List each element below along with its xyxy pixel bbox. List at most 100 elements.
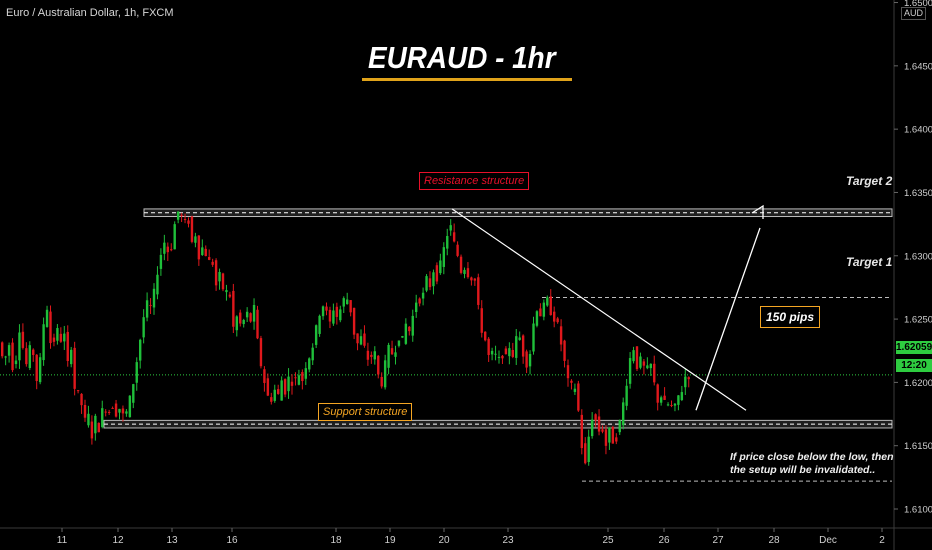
candle-body [163, 242, 166, 254]
candle-body [677, 395, 680, 405]
candle-body [504, 348, 508, 355]
candle-body [628, 358, 632, 384]
candle-body [387, 344, 390, 368]
candle-body [156, 274, 159, 295]
time-tick-label: Dec [819, 535, 837, 546]
candle-body [649, 363, 652, 369]
candle-body [456, 244, 459, 256]
current-price-badge: 1.62059 [896, 341, 932, 354]
time-tick-label: 25 [602, 535, 614, 546]
candle-body [266, 378, 270, 396]
candle-body [622, 402, 625, 426]
candle-body [42, 324, 45, 361]
candle-body [321, 306, 325, 317]
candle-body [145, 300, 149, 318]
candle-body [332, 310, 335, 324]
candle-body [256, 309, 259, 339]
candle-body [35, 354, 38, 381]
candle-body [232, 290, 235, 327]
candle-body [221, 273, 225, 290]
price-tick-label: 1.64500 [904, 61, 932, 72]
candle-body [642, 361, 646, 366]
candle-body [670, 405, 673, 407]
candle-body [408, 326, 411, 332]
candle-body [535, 311, 539, 326]
invalidation-note-line-1: If price close below the low, then [730, 451, 894, 463]
candle-body [435, 265, 439, 282]
price-tick-label: 1.62000 [904, 378, 932, 389]
candle-body [280, 380, 283, 401]
candle-body [597, 416, 601, 432]
candle-body [566, 365, 570, 379]
candle-body [604, 429, 608, 446]
candle-body [497, 356, 501, 358]
projection-arrow-shaft [695, 227, 761, 411]
time-tick-label: 11 [57, 535, 68, 546]
candle-body [625, 385, 628, 406]
candle-body [349, 300, 352, 313]
candle-body [653, 363, 656, 383]
price-tick-label: 1.64000 [904, 125, 932, 136]
candle-body [211, 261, 214, 265]
candle-body [94, 415, 97, 434]
candle-body [459, 256, 463, 273]
candle-body [587, 436, 590, 463]
candle-body [580, 414, 583, 449]
candle-body [80, 393, 83, 406]
candle-body [380, 376, 383, 387]
candle-body [287, 376, 290, 392]
candle-body [346, 299, 349, 305]
candle-body [118, 408, 121, 413]
candle-body [170, 249, 173, 251]
candle-body [377, 355, 380, 375]
currency-unit-badge: AUD [901, 7, 927, 20]
candle-body [239, 312, 242, 324]
candle-body [294, 377, 297, 379]
candle-body [259, 338, 263, 367]
candle-body [335, 306, 339, 317]
candle-body [4, 356, 7, 358]
candle-body [125, 411, 128, 414]
candle-body [245, 311, 249, 318]
candle-body [490, 350, 494, 355]
price-tick-label: 1.63500 [904, 188, 932, 199]
candle-body [508, 348, 511, 357]
candle-body [311, 347, 314, 361]
candle-body [687, 377, 690, 380]
candle-body [556, 318, 559, 323]
candle-body [121, 408, 125, 414]
candle-body [511, 350, 514, 357]
candle-body [301, 372, 304, 382]
candle-body [104, 411, 107, 413]
candle-body [559, 326, 563, 345]
target-2-label: Target 2 [846, 174, 893, 188]
candle-body [418, 298, 421, 304]
candle-body [73, 347, 76, 389]
candle-body [283, 379, 287, 395]
candle-body [180, 214, 183, 216]
projection-arrow-head [751, 204, 764, 219]
price-tick-label: 1.63000 [904, 251, 932, 262]
candle-body [577, 383, 580, 411]
candle-body [553, 311, 556, 322]
title-underline [362, 78, 572, 81]
time-tick-label: 27 [712, 535, 724, 546]
candle-body [446, 236, 449, 249]
candle-body [425, 276, 428, 291]
candle-body [101, 408, 104, 428]
candle-body [166, 246, 169, 253]
candle-body [411, 315, 414, 336]
candle-body [49, 311, 52, 344]
candle-body [663, 395, 666, 400]
candle-body [83, 404, 87, 418]
candle-body [290, 381, 294, 386]
candle-body [470, 277, 473, 281]
candle-body [394, 352, 397, 357]
candle-body [352, 307, 356, 335]
time-tick-label: 26 [658, 535, 670, 546]
candle-body [235, 316, 238, 331]
candle-body [480, 308, 483, 333]
candle-body [518, 337, 521, 340]
candle-body [373, 351, 376, 360]
